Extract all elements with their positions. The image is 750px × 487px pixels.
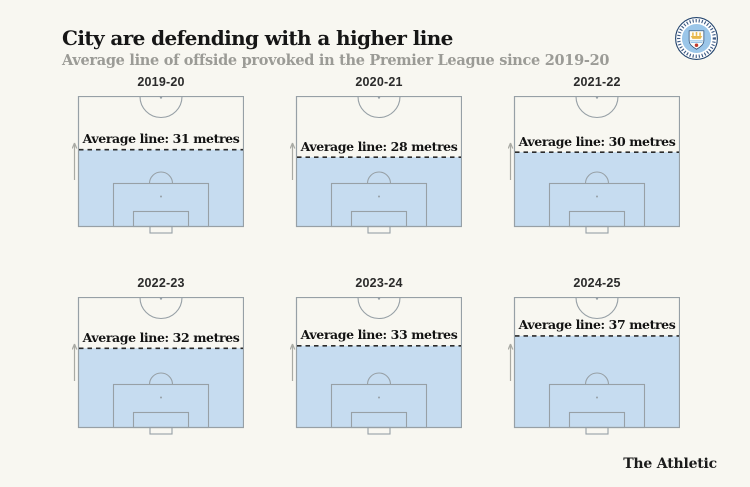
pitch-card: 2020-21 Average line: 28 metres	[290, 74, 462, 234]
pitch-wrap: Average line: 30 metres	[508, 96, 680, 234]
season-label: 2019-20	[137, 75, 185, 89]
source-credit: The Athletic	[623, 456, 717, 472]
average-line-label: Average line: 28 metres	[300, 138, 458, 154]
pitch-wrap: Average line: 31 metres	[72, 96, 244, 234]
pitch-diagram	[290, 96, 462, 234]
pitch-wrap: Average line: 28 metres	[290, 96, 462, 234]
page-title: City are defending with a higher line	[62, 26, 453, 51]
season-label: 2020-21	[355, 75, 403, 89]
pitch-card: 2022-23 Average line: 32 metres	[72, 275, 244, 435]
season-label: 2023-24	[355, 276, 403, 290]
season-label: 2021-22	[573, 75, 621, 89]
pitch-wrap: Average line: 37 metres	[508, 297, 680, 435]
pitch-diagram	[508, 297, 680, 435]
season-pitch-grid: 2019-20 Average line: 31 metres 2020-21 …	[72, 74, 680, 435]
pitch-card: 2023-24 Average line: 33 metres	[290, 275, 462, 435]
pitch-card: 2019-20 Average line: 31 metres	[72, 74, 244, 234]
season-label: 2024-25	[573, 276, 621, 290]
page-subtitle: Average line of offside provoked in the …	[62, 52, 610, 70]
pitch-wrap: Average line: 33 metres	[290, 297, 462, 435]
manchester-city-badge-icon	[675, 17, 718, 60]
season-label: 2022-23	[137, 276, 185, 290]
pitch-diagram	[72, 297, 244, 435]
pitch-card: 2021-22 Average line: 30 metres	[508, 74, 680, 234]
pitch-diagram	[508, 96, 680, 234]
pitch-diagram	[72, 96, 244, 234]
pitch-card: 2024-25 Average line: 37 metres	[508, 275, 680, 435]
average-line-label: Average line: 33 metres	[300, 327, 458, 343]
pitch-wrap: Average line: 32 metres	[72, 297, 244, 435]
pitch-diagram	[290, 297, 462, 435]
average-line-label: Average line: 30 metres	[518, 133, 676, 149]
average-line-label: Average line: 31 metres	[82, 131, 240, 147]
average-line-label: Average line: 32 metres	[82, 329, 240, 345]
average-line-label: Average line: 37 metres	[518, 317, 676, 333]
